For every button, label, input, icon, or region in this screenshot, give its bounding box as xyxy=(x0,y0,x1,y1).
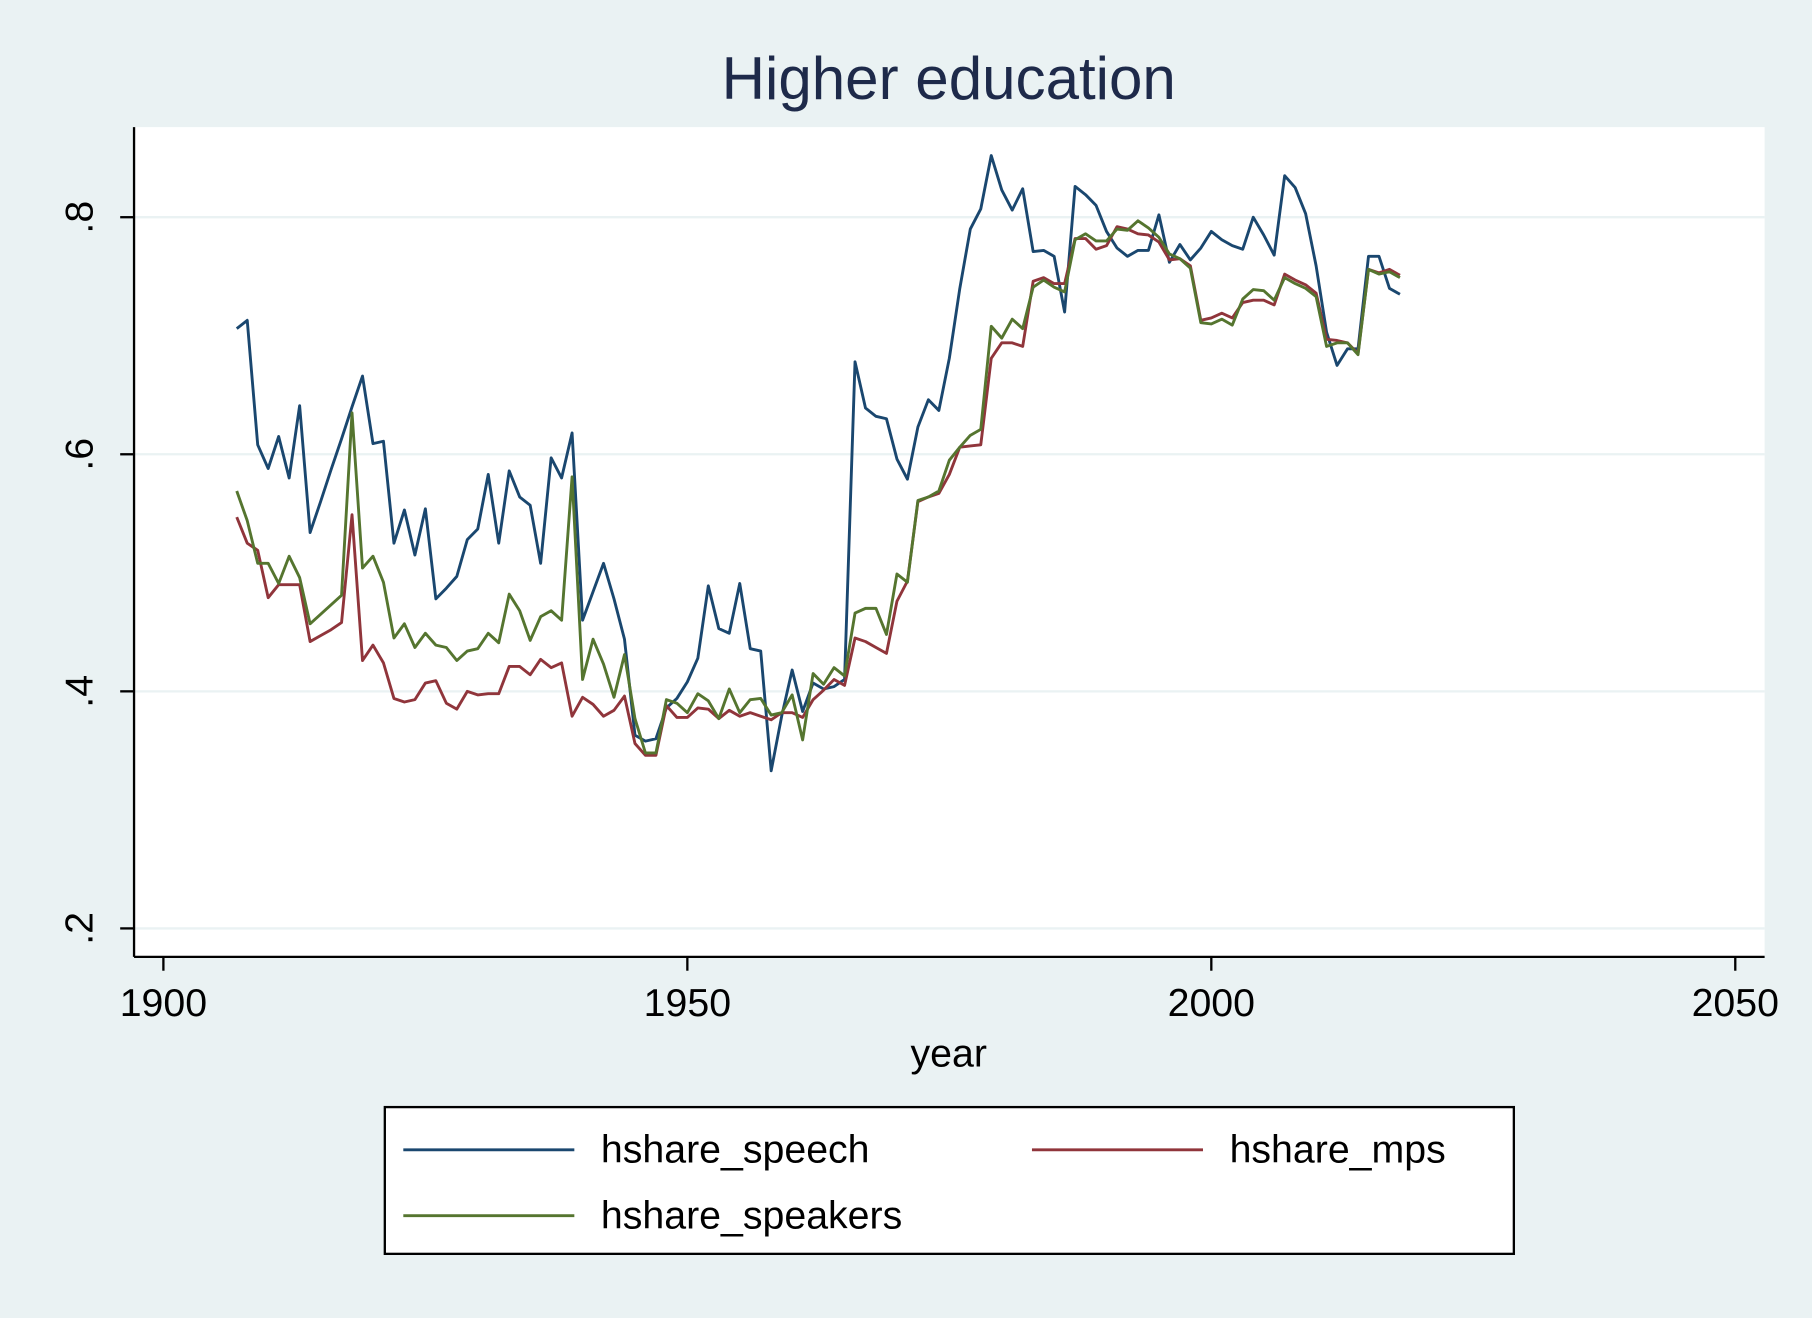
series-line xyxy=(235,225,1401,757)
y-tick-label: .6 xyxy=(57,438,101,471)
chart-title: Higher education xyxy=(722,45,1176,112)
legend-label: hshare_speakers xyxy=(601,1193,902,1237)
series-line xyxy=(235,154,1401,773)
x-axis-title: year xyxy=(911,1032,987,1076)
legend-label: hshare_speech xyxy=(601,1128,870,1172)
y-tick-label: .2 xyxy=(57,912,101,945)
plot-area xyxy=(134,127,1765,957)
x-tick-label: 2050 xyxy=(1692,981,1779,1025)
y-tick-label: .4 xyxy=(57,675,101,708)
legend-label: hshare_mps xyxy=(1230,1128,1446,1172)
legend-box xyxy=(383,1105,1516,1256)
y-tick-label: .8 xyxy=(57,201,101,234)
x-tick-label: 1900 xyxy=(120,981,207,1025)
x-tick-label: 1950 xyxy=(644,981,731,1025)
x-tick-label: 2000 xyxy=(1168,981,1255,1025)
series-line xyxy=(235,219,1401,755)
